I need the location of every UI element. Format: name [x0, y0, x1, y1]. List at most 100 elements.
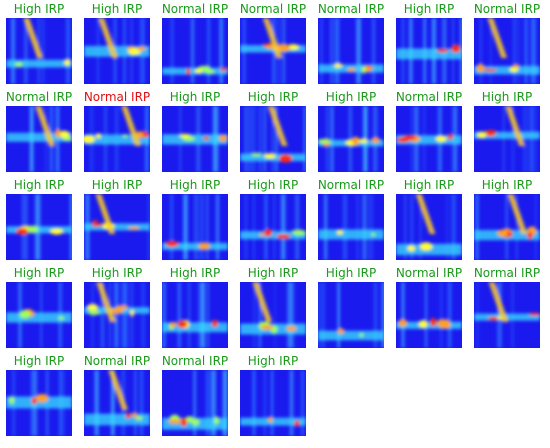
irp-panel-plot	[6, 282, 72, 348]
irp-panel-plot	[396, 18, 462, 84]
irp-panel: High IRP	[468, 90, 546, 178]
irp-panel-plot	[84, 106, 150, 172]
irp-panel-plot	[318, 194, 384, 260]
irp-panel-label: High IRP	[91, 266, 143, 280]
pressure-heatmap	[474, 18, 540, 84]
pressure-heatmap	[474, 194, 540, 260]
irp-panel-label: High IRP	[325, 266, 377, 280]
pressure-heatmap	[318, 18, 384, 84]
irp-panel: High IRP	[234, 90, 312, 178]
pressure-heatmap	[396, 282, 462, 348]
irp-panel-plot	[396, 106, 462, 172]
irp-panel: High IRP	[390, 178, 468, 266]
irp-panel: Normal IRP	[390, 266, 468, 354]
irp-panel: High IRP	[78, 2, 156, 90]
irp-panel-label: High IRP	[247, 178, 299, 192]
irp-panel-label: Normal IRP	[83, 354, 151, 368]
irp-panel-plot	[240, 106, 306, 172]
irp-panel: Normal IRP	[156, 2, 234, 90]
irp-panel-label: High IRP	[247, 90, 299, 104]
irp-panel: Normal IRP	[468, 266, 546, 354]
irp-panel: High IRP	[234, 178, 312, 266]
irp-panel: High IRP	[156, 266, 234, 354]
pressure-heatmap	[240, 18, 306, 84]
irp-panel-label: Normal IRP	[317, 178, 385, 192]
irp-panel-label: High IRP	[13, 178, 65, 192]
irp-panel: Normal IRP	[78, 354, 156, 442]
irp-panel-label: High IRP	[91, 178, 143, 192]
irp-panel-plot	[84, 282, 150, 348]
irp-panel-label: High IRP	[169, 90, 221, 104]
irp-panel-plot	[240, 194, 306, 260]
irp-panel: High IRP	[234, 266, 312, 354]
irp-panel-plot	[474, 282, 540, 348]
pressure-heatmap	[318, 194, 384, 260]
pressure-heatmap	[318, 106, 384, 172]
irp-panel-label: Normal IRP	[317, 2, 385, 16]
irp-panel-label: High IRP	[13, 354, 65, 368]
irp-panel: High IRP	[390, 2, 468, 90]
irp-panel: High IRP	[312, 266, 390, 354]
pressure-heatmap	[84, 18, 150, 84]
irp-panel-label: Normal IRP	[395, 266, 463, 280]
irp-panel-plot	[84, 18, 150, 84]
irp-panel: Normal IRP	[156, 354, 234, 442]
irp-panel-plot	[162, 18, 228, 84]
irp-panel: High IRP	[0, 266, 78, 354]
irp-panel-plot	[162, 370, 228, 436]
irp-panel-plot	[318, 106, 384, 172]
irp-panel-plot	[318, 282, 384, 348]
irp-panel-plot	[240, 282, 306, 348]
pressure-heatmap	[162, 106, 228, 172]
irp-panel: High IRP	[0, 354, 78, 442]
irp-panel: High IRP	[0, 2, 78, 90]
irp-panel: Normal IRP	[0, 90, 78, 178]
irp-panel-label: High IRP	[169, 266, 221, 280]
pressure-heatmap	[474, 106, 540, 172]
irp-panel-plot	[84, 194, 150, 260]
irp-panel-label: Normal IRP	[5, 90, 73, 104]
irp-panel-label: High IRP	[169, 178, 221, 192]
irp-panel: Normal IRP	[390, 90, 468, 178]
pressure-heatmap	[396, 18, 462, 84]
pressure-heatmap	[6, 194, 72, 260]
irp-panel-plot	[6, 194, 72, 260]
irp-panel: Normal IRP	[312, 2, 390, 90]
irp-panel-label: Normal IRP	[473, 2, 541, 16]
irp-panel-plot	[6, 18, 72, 84]
irp-panel-plot	[474, 106, 540, 172]
irp-panel-label: Normal IRP	[161, 354, 229, 368]
irp-panel-plot	[396, 194, 462, 260]
pressure-heatmap	[84, 194, 150, 260]
irp-panel: Normal IRP	[78, 90, 156, 178]
irp-panel-label: Normal IRP	[83, 90, 151, 104]
irp-panel-label: High IRP	[13, 2, 65, 16]
pressure-heatmap	[240, 194, 306, 260]
irp-panel-plot	[240, 370, 306, 436]
irp-panel-label: Normal IRP	[239, 2, 307, 16]
irp-panel: High IRP	[78, 266, 156, 354]
pressure-heatmap	[240, 370, 306, 436]
pressure-heatmap	[396, 194, 462, 260]
pressure-heatmap	[240, 282, 306, 348]
irp-panel-plot	[240, 18, 306, 84]
pressure-heatmap	[162, 370, 228, 436]
irp-panel-plot	[318, 18, 384, 84]
irp-panel: High IRP	[468, 178, 546, 266]
irp-panel: High IRP	[0, 178, 78, 266]
pressure-heatmap	[318, 282, 384, 348]
pressure-heatmap	[84, 282, 150, 348]
irp-panel: Normal IRP	[312, 178, 390, 266]
irp-panel-label: Normal IRP	[473, 266, 541, 280]
irp-panel-plot	[6, 106, 72, 172]
irp-panel-plot	[6, 370, 72, 436]
irp-panel-label: High IRP	[13, 266, 65, 280]
irp-panel: High IRP	[234, 354, 312, 442]
pressure-heatmap	[84, 106, 150, 172]
irp-panel-plot	[162, 106, 228, 172]
irp-panel-label: Normal IRP	[161, 2, 229, 16]
pressure-heatmap	[6, 370, 72, 436]
irp-panel-label: High IRP	[481, 178, 533, 192]
irp-panel: Normal IRP	[234, 2, 312, 90]
